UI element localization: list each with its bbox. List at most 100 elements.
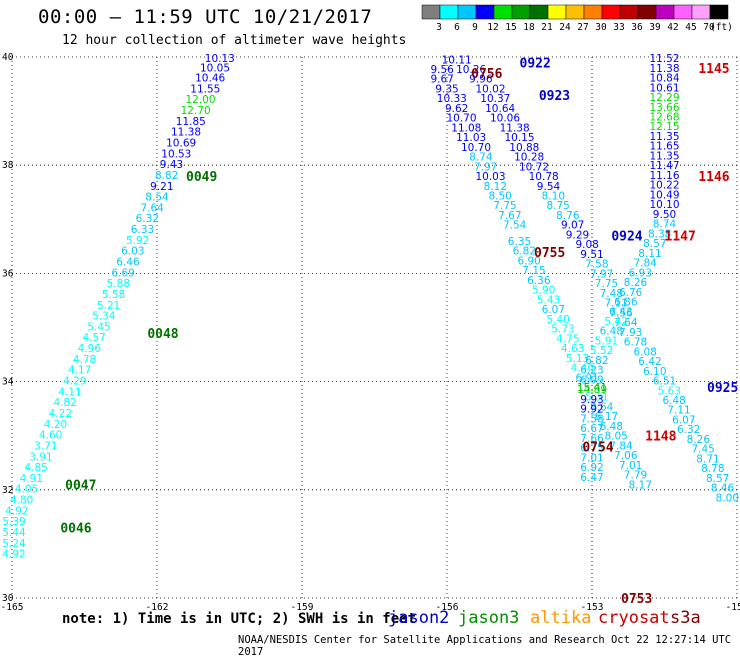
colorbar-tick-label: 12 — [487, 22, 498, 33]
wave-height-value: 6.32 — [136, 213, 159, 225]
x-tick-label: -165 — [1, 602, 24, 613]
wave-height-value: 6.90 — [517, 255, 540, 267]
wave-height-value: 11.38 — [649, 63, 679, 75]
colorbar-swatch — [439, 4, 459, 20]
colorbar-tick-label: 42 — [667, 22, 678, 33]
wave-height-value: 9.07 — [561, 220, 584, 232]
pass-time-label: 0753 — [621, 592, 652, 607]
satellite-legend-s3a: s3a — [670, 608, 701, 628]
wave-height-value: 4.40 — [571, 363, 594, 375]
wave-height-value: 10.22 — [649, 180, 679, 192]
colorbar-tick-label: 33 — [613, 22, 624, 33]
wave-height-value: 5.63 — [658, 385, 681, 397]
wave-height-value: 10.88 — [509, 142, 539, 154]
colorbar-swatch — [529, 4, 549, 20]
wave-height-value: 6.10 — [643, 366, 666, 378]
colorbar-tick-label: 39 — [649, 22, 661, 33]
wave-height-value: 4.78 — [73, 354, 96, 366]
wave-height-value: 5.21 — [97, 300, 120, 312]
wave-height-value: 10.10 — [649, 199, 679, 211]
colorbar-tick-label: 6 — [454, 22, 460, 33]
wave-height-value: 4.96 — [78, 343, 102, 355]
colorbar-tick-label: 36 — [631, 22, 643, 33]
wave-height-value: 6.48 — [662, 395, 685, 407]
y-tick-label: 32 — [2, 485, 13, 496]
colorbar-swatch — [655, 4, 675, 20]
satellite-legend-jason3: jason3 — [458, 608, 520, 628]
wave-height-value: 10.11 — [442, 55, 472, 67]
wave-height-value: 6.82 — [585, 355, 608, 367]
wave-height-value: 4.11 — [58, 386, 81, 398]
wave-height-value: 4.05 — [15, 484, 38, 496]
wave-height-value: 5.52 — [590, 345, 613, 357]
wave-height-value: 8.57 — [643, 238, 666, 250]
colorbar-tick-label: 3 — [436, 22, 442, 33]
track-cryosat-1145-1148: 11.5211.3810.8410.6112.2913.6612.6812.15… — [577, 53, 680, 484]
colorbar-swatch — [421, 4, 441, 20]
pass-time-label: 0046 — [60, 522, 91, 537]
wave-height-value: 11.08 — [451, 122, 481, 134]
colorbar-tick-label: 24 — [559, 22, 571, 33]
wave-height-value: 6.07 — [672, 414, 695, 426]
wave-height-value: 12.15 — [649, 121, 679, 133]
wave-height-value: 8.57 — [706, 473, 729, 485]
wave-height-value: 11.55 — [190, 83, 220, 95]
wave-height-value: 7.97 — [590, 268, 613, 280]
wave-height-value: 9.29 — [566, 229, 589, 241]
wave-height-value: 4.60 — [39, 430, 62, 442]
wave-height-value: 7.11 — [604, 298, 627, 310]
wave-height-value: 6.76 — [619, 287, 643, 299]
footer-note: note: 1) Time is in UTC; 2) SWH is in fe… — [62, 611, 417, 627]
wave-height-value: 11.03 — [456, 132, 486, 144]
wave-height-value: 7.67 — [498, 210, 521, 222]
axis-labels: -165 -162 -159 -156 -153 -150 30 32 34 36 38 40 — [1, 52, 740, 613]
wave-height-value: 5.92 — [126, 235, 149, 247]
wave-height-value: 6.23 — [580, 365, 603, 377]
wave-height-value: 8.38 — [648, 228, 671, 240]
colorbar-tick-label: 21 — [541, 22, 553, 33]
wave-height-value: 10.26 — [456, 64, 486, 76]
wave-height-value: 6.93 — [629, 267, 652, 279]
wave-height-value: 7.54 — [503, 220, 527, 232]
wave-height-value: 7.84 — [633, 258, 657, 270]
page-title: 00:00 – 11:59 UTC 10/21/2017 — [38, 6, 373, 28]
wave-height-value: 6.46 — [116, 256, 140, 268]
x-tick-label: -156 — [436, 602, 459, 613]
wave-height-value: 8.78 — [701, 463, 724, 475]
wave-height-value: 8.54 — [145, 192, 169, 204]
wave-height-value: 10.72 — [519, 161, 549, 173]
wave-height-value: 12.70 — [181, 105, 211, 117]
wave-height-value: 5.45 — [87, 321, 110, 333]
y-tick-label: 40 — [2, 52, 14, 63]
wave-height-value: 6.35 — [508, 236, 531, 248]
wave-height-value: 10.15 — [504, 132, 534, 144]
wave-height-value: 4.17 — [68, 365, 91, 377]
x-tick-label: -153 — [581, 602, 604, 613]
wave-height-value: 10.61 — [649, 82, 679, 94]
colorbar-tick-label: 27 — [577, 22, 588, 33]
colorbar-tick-label: 70 — [703, 22, 715, 33]
wave-height-value: 4.85 — [24, 462, 47, 474]
wave-height-value: 13.66 — [649, 102, 679, 114]
colorbar-swatch — [457, 4, 477, 20]
wave-height-value: 6.48 — [600, 326, 623, 338]
wave-height-value: 10.49 — [649, 189, 679, 201]
y-tick-label: 30 — [2, 593, 14, 604]
wave-height-value: 6.32 — [677, 424, 700, 436]
pass-time-label: 0047 — [65, 478, 96, 493]
wave-height-value: 7.75 — [493, 200, 516, 212]
wave-height-value: 10.05 — [200, 62, 230, 74]
wave-height-value: 11.47 — [649, 160, 679, 172]
wave-height-value: 5.39 — [2, 516, 25, 528]
wave-height-value: 8.46 — [711, 483, 735, 495]
satellite-legend-altika: altika — [530, 608, 592, 628]
wave-height-value: 5.90 — [532, 285, 555, 297]
pass-time-label: 0048 — [147, 327, 178, 342]
pass-time-label: 0922 — [520, 56, 551, 71]
wave-height-value: 8.50 — [488, 190, 511, 202]
wave-height-value: 9.35 — [435, 83, 458, 95]
wave-height-value: 4.20 — [44, 419, 67, 431]
pass-time-label: 0923 — [539, 89, 570, 104]
colorbar-swatch — [709, 4, 729, 20]
